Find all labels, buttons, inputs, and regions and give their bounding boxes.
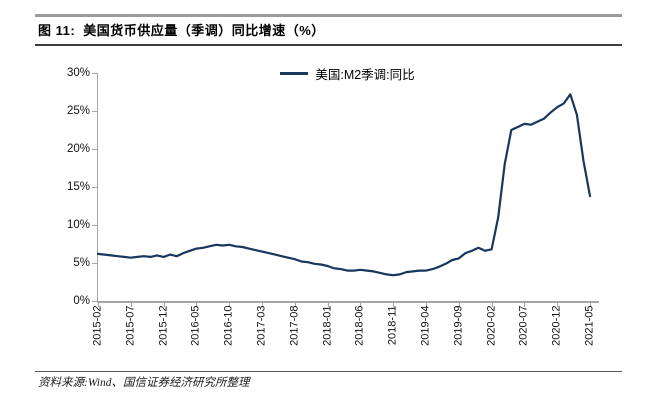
x-axis-tick-label: 2018-11 — [386, 305, 399, 346]
title-divider — [35, 44, 622, 46]
x-axis-tick-label: 2019-09 — [452, 305, 465, 346]
x-axis-tick-label: 2015-02 — [91, 305, 104, 346]
x-axis-tick — [360, 303, 361, 307]
y-axis-tick-label: 10% — [66, 219, 90, 231]
y-axis-tick-label: 5% — [73, 257, 90, 269]
y-axis-line — [97, 73, 98, 302]
footer-divider — [35, 371, 622, 372]
x-axis-tick-label: 2020-12 — [550, 305, 563, 346]
line-chart-plot-area — [96, 93, 592, 277]
x-axis-tick-label: 2018-01 — [321, 305, 334, 346]
x-axis-tick — [426, 303, 427, 307]
y-axis-tick — [92, 225, 97, 226]
x-axis-tick-label: 2015-12 — [157, 305, 170, 346]
x-axis-tick-label: 2020-07 — [517, 305, 530, 346]
y-axis-tick-label: 30% — [66, 67, 90, 79]
y-axis-tick — [92, 301, 97, 302]
x-axis-tick-label: 2018-06 — [353, 305, 366, 346]
x-axis-tick-label: 2017-03 — [255, 305, 268, 346]
x-axis-tick-label: 2020-02 — [485, 305, 498, 346]
chart-legend: 美国:M2季调:同比 — [97, 66, 598, 82]
x-axis-tick — [492, 303, 493, 307]
x-axis-tick-label: 2016-05 — [189, 305, 202, 346]
x-axis-tick — [164, 303, 165, 307]
x-axis-tick-label: 2016-10 — [222, 305, 235, 346]
legend-line-swatch — [280, 72, 309, 75]
x-axis-line — [97, 301, 599, 303]
x-axis-tick — [524, 303, 525, 307]
y-axis-tick-label: 0% — [73, 295, 90, 307]
x-axis-tick — [98, 303, 99, 307]
top-divider — [35, 14, 622, 17]
y-axis-tick-label: 15% — [66, 181, 90, 193]
x-axis-tick-label: 2015-07 — [124, 305, 137, 346]
y-axis-tick — [92, 187, 97, 188]
y-axis-tick-label: 25% — [66, 105, 90, 117]
m2-series-line — [96, 93, 592, 277]
figure-title-row: 图 11: 美国货币供应量（季调）同比增速（%） — [38, 20, 325, 39]
y-axis-tick-label: 20% — [66, 143, 90, 155]
legend-series-label: 美国:M2季调:同比 — [315, 68, 415, 82]
x-axis-tick-label: 2017-08 — [288, 305, 301, 346]
x-axis-tick — [328, 303, 329, 307]
x-axis-tick — [459, 303, 460, 307]
y-axis-tick — [92, 111, 97, 112]
y-axis-tick — [92, 263, 97, 264]
x-axis-tick-label: 2021-05 — [583, 305, 596, 346]
x-axis-tick — [131, 303, 132, 307]
x-axis-tick — [229, 303, 230, 307]
x-axis-tick — [590, 303, 591, 307]
x-axis-tick — [393, 303, 394, 307]
y-axis-tick — [92, 149, 97, 150]
y-axis-tick — [92, 73, 97, 74]
x-axis-tick-label: 2019-04 — [419, 305, 432, 346]
source-note: 资料来源:Wind、国信证券经济研究所整理 — [38, 377, 250, 389]
figure-title: 美国货币供应量（季调）同比增速（%） — [83, 23, 325, 38]
x-axis-tick — [295, 303, 296, 307]
x-axis-tick — [196, 303, 197, 307]
figure-number-label: 图 11: — [38, 23, 76, 38]
x-axis-tick — [557, 303, 558, 307]
x-axis-tick — [262, 303, 263, 307]
